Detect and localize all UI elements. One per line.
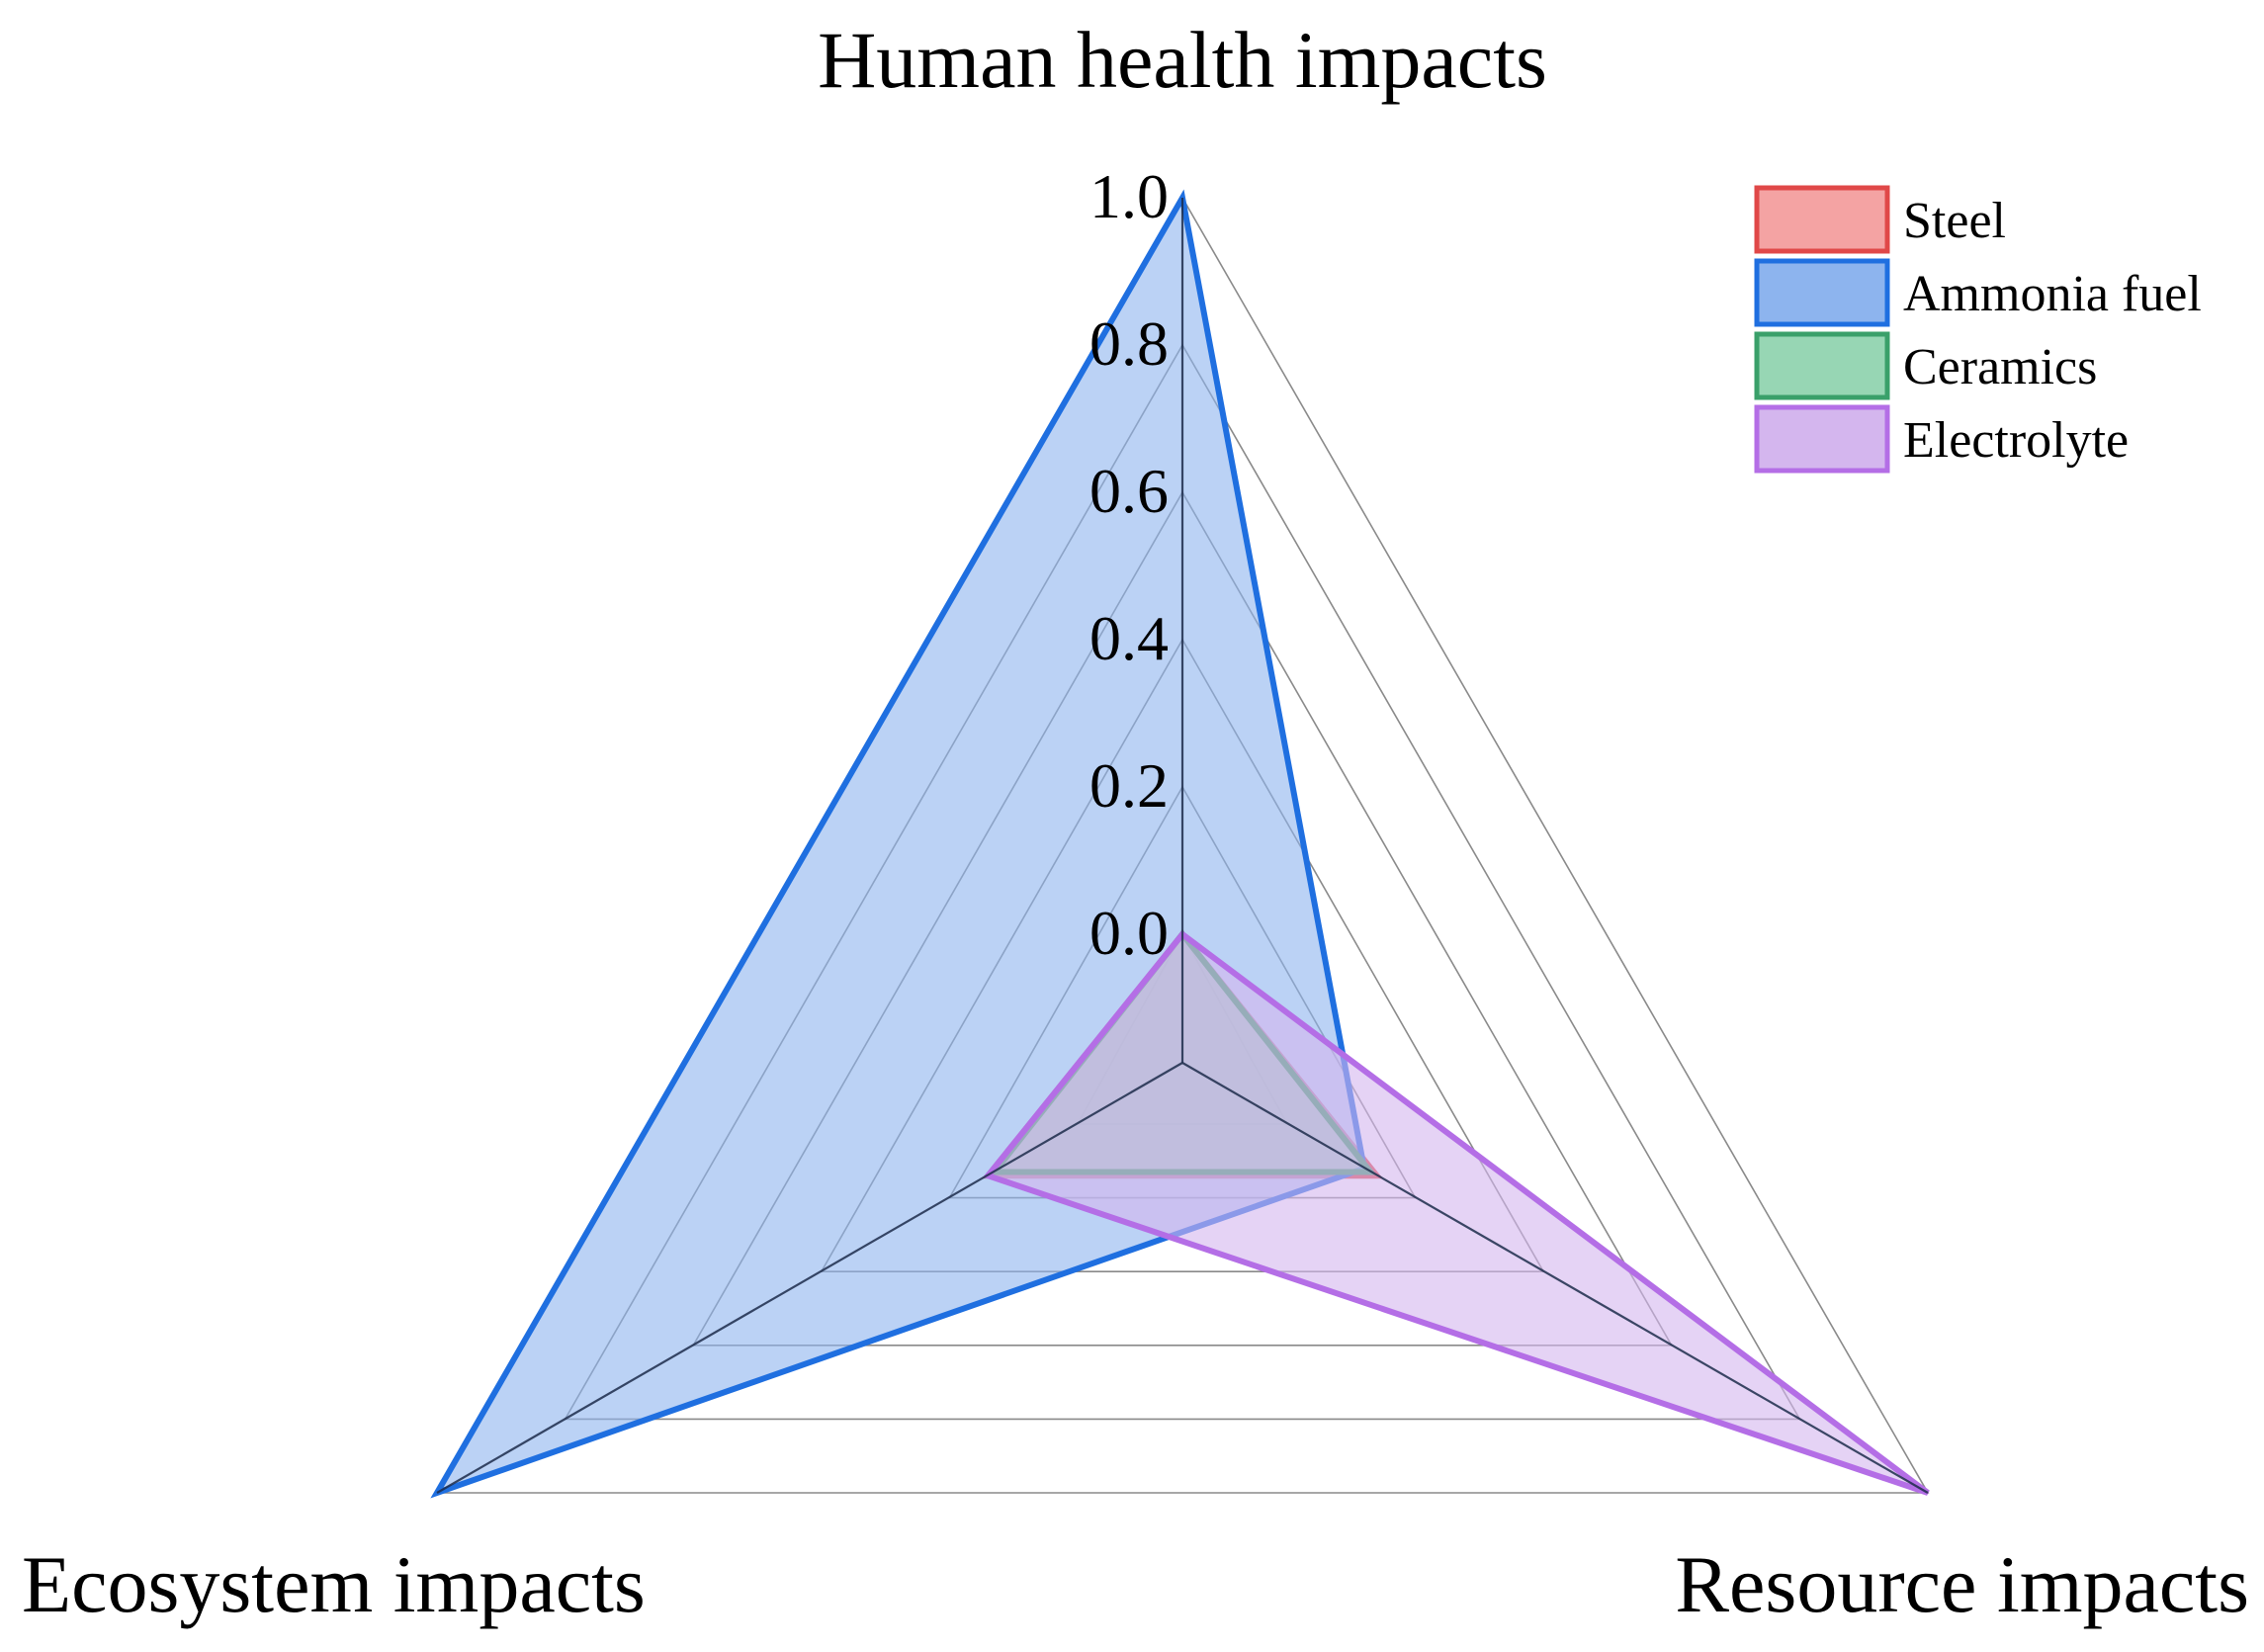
axis-title-resource: Resource impacts [1675, 1539, 2249, 1629]
legend-swatch-ammonia-fuel [1754, 258, 1890, 327]
legend-swatch-electrolyte [1754, 404, 1890, 474]
series-ammonia-fuel [430, 189, 1368, 1499]
tick-label-0.2: 0.2 [1089, 750, 1169, 821]
tick-label-0.6: 0.6 [1089, 456, 1169, 526]
tick-label-0.8: 0.8 [1089, 308, 1169, 379]
axis-title-ecosystem: Ecosystem impacts [22, 1539, 646, 1629]
tick-label-1.0: 1.0 [1089, 161, 1169, 231]
series-electrolyte [983, 929, 1930, 1496]
radial-tick-labels: 0.0 0.2 0.4 0.6 0.8 1.0 [1089, 161, 1169, 968]
legend-label-steel: Steel [1903, 193, 2006, 249]
legend-swatch-ceramics [1754, 331, 1890, 400]
legend-label-ceramics: Ceramics [1903, 339, 2097, 395]
spoke-2 [436, 1062, 1183, 1494]
legend-label-ammonia-fuel: Ammonia fuel [1903, 266, 2202, 322]
radar-series [430, 189, 1930, 1499]
legend: Steel Ammonia fuel Ceramics Electrolyte [1754, 185, 2202, 474]
tick-label-0.0: 0.0 [1089, 898, 1169, 968]
legend-swatch-steel [1754, 185, 1890, 254]
axis-title-human-health: Human health impacts [818, 15, 1547, 105]
radar-spokes [436, 198, 1929, 1494]
tick-label-0.4: 0.4 [1089, 603, 1169, 673]
legend-label-electrolyte: Electrolyte [1903, 412, 2129, 469]
spoke-1 [1181, 1062, 1929, 1494]
